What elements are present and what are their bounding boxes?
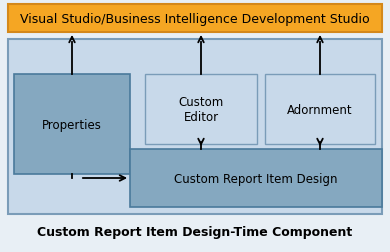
Bar — [14, 75, 130, 174]
Bar — [265, 75, 375, 144]
Text: Visual Studio/Business Intelligence Development Studio: Visual Studio/Business Intelligence Deve… — [20, 12, 370, 25]
Text: Custom
Editor: Custom Editor — [178, 96, 223, 123]
Bar — [8, 5, 382, 33]
Text: Custom Report Item Design: Custom Report Item Design — [174, 172, 338, 185]
Text: Properties: Properties — [42, 118, 102, 131]
Bar — [130, 149, 382, 207]
Text: Adornment: Adornment — [287, 103, 353, 116]
Text: Custom Report Item Design-Time Component: Custom Report Item Design-Time Component — [37, 226, 353, 239]
Bar — [145, 75, 257, 144]
Bar — [8, 40, 382, 214]
